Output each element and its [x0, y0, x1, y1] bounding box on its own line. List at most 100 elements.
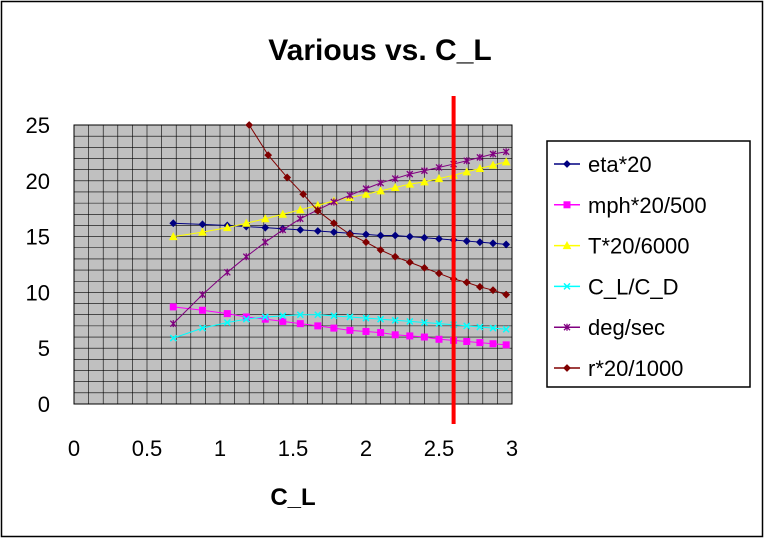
data-point — [261, 223, 270, 232]
data-point — [260, 214, 270, 223]
x-tick-label: 1.5 — [278, 436, 309, 461]
gridlines — [74, 125, 512, 404]
data-point — [314, 322, 322, 330]
legend-marker — [563, 282, 571, 290]
data-point — [314, 311, 322, 319]
data-point — [278, 209, 288, 218]
data-point — [405, 179, 415, 188]
data-point — [501, 157, 511, 166]
legend-item: T*20/6000 — [554, 234, 690, 259]
data-point — [435, 320, 443, 328]
data-point — [420, 167, 428, 175]
data-point — [391, 175, 399, 183]
data-point — [362, 230, 370, 239]
y-tick-label: 15 — [26, 225, 50, 250]
series-r*20/1000 — [245, 121, 511, 299]
data-point — [296, 320, 304, 328]
data-point — [434, 174, 444, 183]
data-point — [476, 339, 484, 347]
data-point — [462, 278, 471, 287]
data-point — [242, 253, 250, 261]
legend-box — [546, 140, 751, 388]
data-point — [329, 219, 338, 228]
data-point — [377, 329, 385, 337]
data-point — [377, 179, 385, 187]
data-point — [169, 303, 177, 311]
data-point — [362, 238, 370, 247]
data-point — [390, 182, 400, 191]
data-point — [362, 314, 370, 322]
data-point — [463, 157, 471, 165]
data-point — [406, 170, 414, 178]
data-point — [330, 312, 338, 320]
data-point — [279, 312, 287, 320]
data-point — [296, 311, 304, 319]
legend-item: deg/sec — [554, 315, 665, 340]
x-tick-label: 0.5 — [132, 436, 163, 461]
data-point — [462, 167, 472, 176]
data-point — [435, 335, 443, 343]
data-point — [502, 148, 510, 156]
legend-label: deg/sec — [588, 315, 665, 340]
data-point — [283, 173, 292, 182]
data-point — [346, 191, 354, 199]
series-C_L/C_D — [169, 311, 510, 342]
x-tick-label: 0 — [68, 436, 80, 461]
data-point — [330, 198, 338, 206]
data-point — [463, 338, 471, 346]
plot-border — [73, 124, 513, 405]
y-tick-label: 5 — [38, 336, 50, 361]
data-point — [435, 163, 443, 171]
legend-marker — [563, 160, 571, 168]
data-point — [435, 269, 443, 278]
y-tick-label: 0 — [38, 392, 50, 417]
data-point — [377, 315, 385, 323]
data-point — [502, 290, 511, 299]
data-point — [420, 233, 429, 242]
data-point — [362, 185, 370, 193]
data-point — [376, 246, 385, 254]
data-point — [261, 313, 269, 321]
data-point — [406, 332, 414, 340]
legend: eta*20 mph*20/500 T*20/6000 C_L/C_D deg/sec r… — [546, 140, 751, 388]
data-point — [405, 258, 414, 267]
data-point — [169, 219, 178, 228]
data-point — [279, 226, 287, 234]
data-point — [435, 234, 443, 243]
data-point — [420, 177, 429, 186]
data-point — [223, 310, 231, 318]
legend-item: r*20/1000 — [554, 356, 683, 381]
data-point — [489, 150, 497, 158]
data-point — [222, 223, 232, 232]
data-point — [198, 227, 207, 236]
data-point — [346, 313, 354, 321]
data-point — [420, 319, 428, 327]
data-point — [169, 334, 177, 342]
data-point — [502, 240, 511, 249]
plot-area — [73, 96, 513, 424]
data-point — [502, 325, 510, 333]
legend-marker — [563, 323, 571, 331]
legend-label: T*20/6000 — [588, 234, 690, 259]
data-point — [313, 207, 322, 215]
legend-label: C_L/C_D — [588, 274, 678, 299]
data-point — [405, 232, 414, 241]
data-point — [489, 340, 497, 348]
data-point — [502, 341, 510, 349]
data-point — [198, 306, 206, 314]
data-point — [346, 326, 354, 334]
data-point — [264, 151, 273, 160]
x-tick-label: 3 — [506, 436, 518, 461]
data-point — [329, 228, 338, 237]
data-point — [279, 317, 287, 325]
data-point — [245, 121, 254, 129]
legend-marker — [562, 241, 572, 250]
data-point — [475, 282, 484, 291]
data-point — [295, 205, 305, 214]
data-point — [169, 320, 177, 328]
data-point — [488, 160, 498, 169]
data-point — [376, 186, 385, 195]
data-point — [168, 232, 178, 241]
data-point — [223, 268, 231, 276]
